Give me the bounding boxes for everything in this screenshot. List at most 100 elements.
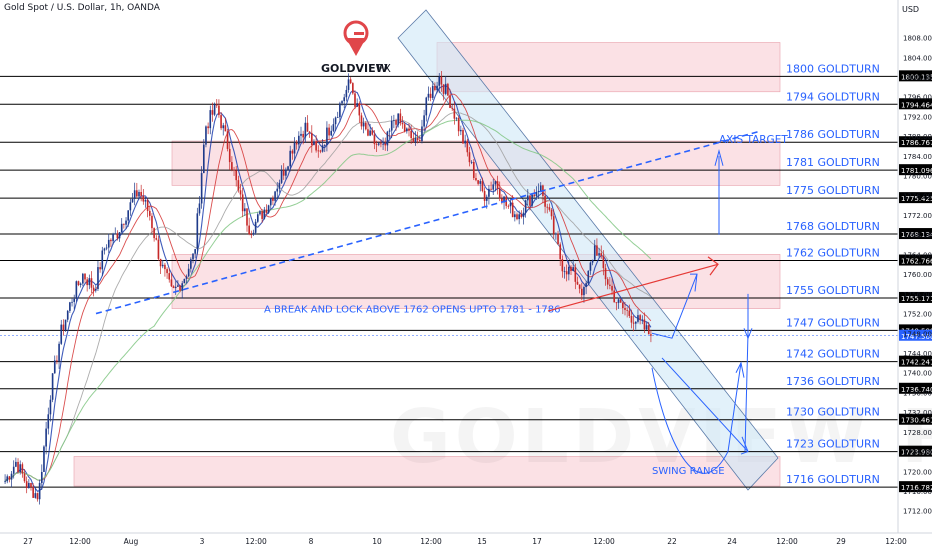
candle-body	[537, 190, 540, 193]
candle-body	[386, 131, 389, 146]
goldturn-levels: 1800 GOLDTURN 1794 GOLDTURN 1786 GOLDTURN 1…	[0, 62, 898, 488]
candle-body	[151, 215, 153, 229]
level-tag-text-0: 1800.135	[901, 73, 932, 81]
candle-body	[470, 161, 473, 163]
candle-body	[120, 223, 123, 233]
candle-body	[289, 150, 292, 167]
candle-body	[529, 195, 531, 206]
candle-body	[155, 238, 158, 240]
candle-body	[462, 129, 464, 144]
candle-body	[23, 473, 26, 482]
candle-body	[64, 319, 67, 330]
candle-body	[265, 209, 268, 213]
candle-body	[451, 107, 454, 109]
brand-name: GOLDVIEW	[321, 62, 388, 75]
candle-body	[313, 141, 315, 145]
candle-body	[112, 233, 114, 242]
candle-body	[321, 145, 324, 152]
candle-body	[641, 319, 644, 321]
candle-body	[464, 140, 466, 144]
candle-body	[280, 170, 283, 183]
candle-body	[170, 279, 173, 287]
proj-up-arrow	[651, 273, 698, 339]
candle-body	[142, 195, 145, 202]
candle-body	[118, 232, 121, 239]
candle-body	[174, 286, 177, 289]
candle-body	[416, 137, 419, 141]
candle-body	[533, 194, 536, 196]
candle-body	[414, 137, 417, 142]
candle-body	[86, 279, 88, 286]
candle-body	[615, 302, 618, 304]
proj-down-arrow	[661, 357, 749, 452]
candle-body	[328, 127, 330, 136]
candle-body	[4, 481, 6, 483]
price-tick-3: 1724.000	[903, 449, 932, 457]
logo-pin	[346, 38, 366, 56]
time-tick-11: 22	[667, 537, 677, 546]
candle-body	[349, 79, 352, 84]
candle-body	[403, 124, 406, 132]
candle-body	[34, 493, 37, 498]
candle-body	[136, 190, 138, 197]
candle-body	[159, 258, 162, 267]
level-tag-3	[899, 164, 932, 176]
candle-body	[183, 278, 186, 284]
time-axis: 27 12:00 Aug 3 12:00 8 10 12:00 15 17 12:00 22 24 12:…	[0, 532, 932, 546]
level-tag-text-4: 1775.425	[901, 195, 932, 203]
candle-body	[442, 84, 445, 94]
candle-body	[82, 273, 84, 284]
candle-body	[107, 239, 110, 248]
candle-body	[611, 285, 613, 291]
candle-body	[166, 269, 168, 274]
price-tick-12: 1760.000	[903, 271, 932, 279]
candle-body	[40, 471, 43, 483]
candle-body	[302, 133, 304, 138]
candle-body	[412, 138, 415, 142]
level-tag-0	[899, 70, 932, 82]
price-tick-1: 1716.000	[903, 488, 932, 496]
time-tick-6: 10	[372, 537, 382, 546]
candle-body	[371, 130, 374, 135]
candle-body	[38, 482, 41, 500]
candle-body	[516, 214, 518, 220]
level-tag-6	[899, 254, 932, 266]
candle-body	[453, 108, 456, 119]
candle-body	[88, 278, 91, 286]
candle-body	[602, 255, 605, 269]
level-tag-text-12: 1723.980	[901, 449, 932, 457]
candle-body	[94, 289, 97, 291]
candle-body	[138, 191, 140, 197]
candle-body	[235, 170, 238, 181]
candle-body	[524, 200, 527, 213]
candle-body	[79, 283, 82, 285]
level-label-10: 1736 GOLDTURN	[786, 375, 880, 388]
candle-body	[202, 144, 205, 174]
candle-body	[58, 343, 60, 362]
level-label-6: 1762 GOLDTURN	[786, 247, 880, 260]
candle-body	[637, 315, 639, 322]
candle-body	[71, 301, 73, 303]
candle-body	[25, 481, 28, 488]
price-tick-7: 1740.000	[903, 370, 932, 378]
candle-body	[431, 85, 434, 98]
price-tick-23: 1804.000	[903, 54, 932, 62]
candle-body	[92, 287, 95, 291]
candle-body	[522, 212, 525, 218]
time-tick-2: Aug	[124, 537, 139, 546]
candle-body	[490, 188, 492, 190]
price-tick-8: 1744.000	[903, 350, 932, 358]
level-label-13: 1716 GOLDTURN	[786, 473, 880, 486]
candle-body	[354, 93, 356, 107]
candle-body	[552, 216, 555, 234]
candle-body	[248, 225, 250, 235]
candle-body	[205, 126, 207, 145]
candle-body	[503, 196, 505, 203]
candle-body	[488, 188, 490, 197]
zone-3	[73, 456, 781, 487]
candle-body	[570, 266, 572, 272]
level-label-0: 1800 GOLDTURN	[786, 62, 880, 75]
candle-body	[520, 214, 523, 218]
